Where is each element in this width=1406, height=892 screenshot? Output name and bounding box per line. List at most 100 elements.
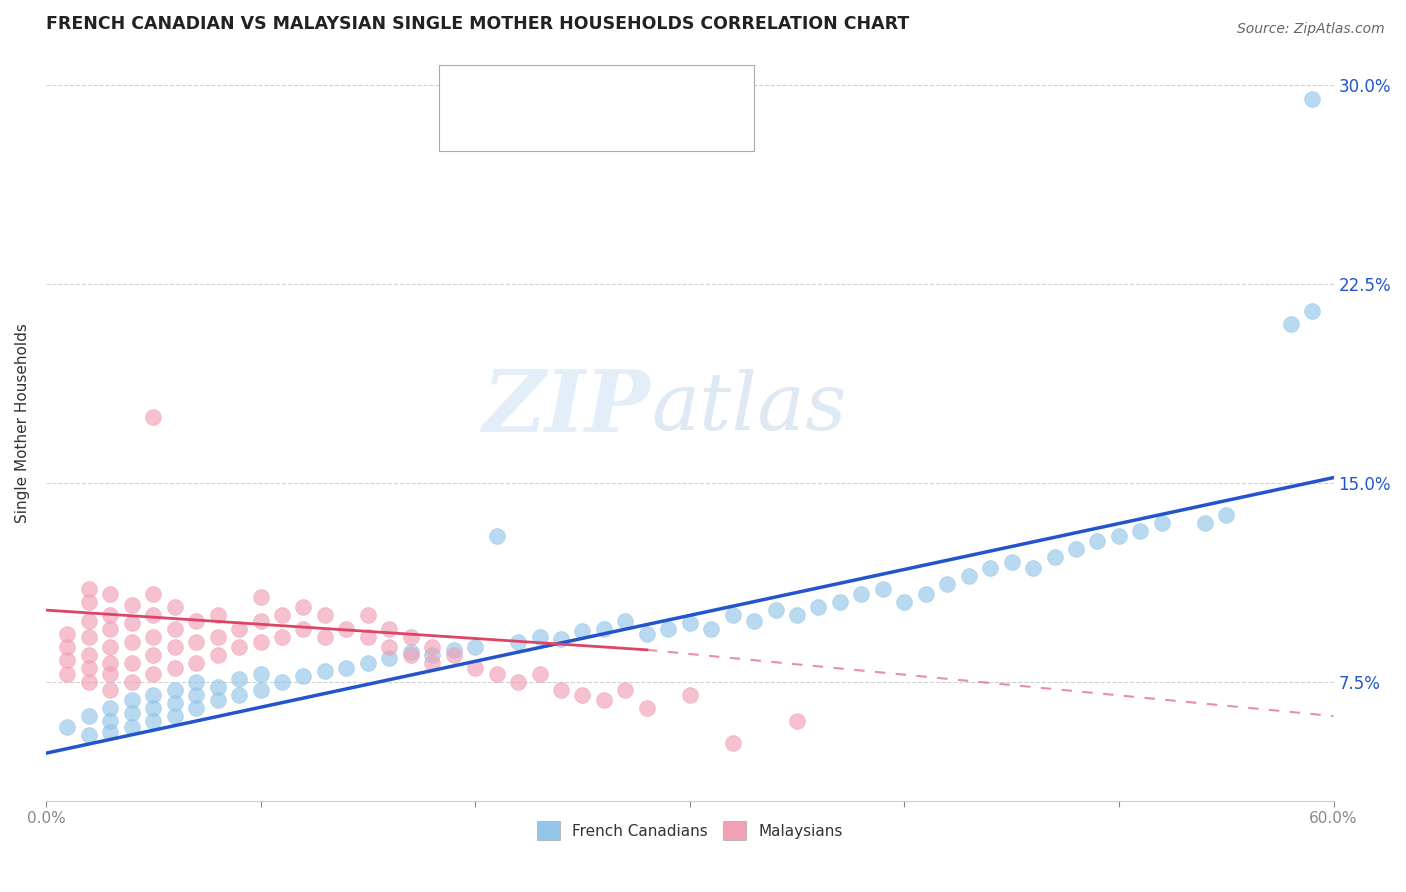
Point	[228, 622, 250, 636]
Y-axis label: Single Mother Households: Single Mother Households	[15, 323, 30, 524]
Point	[98, 640, 121, 655]
Point	[1064, 542, 1087, 557]
Point	[121, 635, 143, 649]
Point	[936, 576, 959, 591]
Point	[228, 640, 250, 655]
Point	[56, 627, 79, 641]
Point	[464, 661, 486, 675]
Point	[207, 693, 229, 707]
Point	[98, 666, 121, 681]
Point	[77, 661, 100, 675]
Point	[121, 616, 143, 631]
Point	[77, 674, 100, 689]
Point	[1301, 303, 1323, 318]
Point	[1108, 529, 1130, 543]
Point	[786, 608, 808, 623]
Point	[142, 688, 165, 702]
Point	[98, 725, 121, 739]
Point	[249, 682, 271, 697]
Point	[872, 582, 894, 596]
Point	[742, 614, 765, 628]
Point	[77, 648, 100, 662]
Point	[550, 682, 572, 697]
Point	[786, 714, 808, 729]
Point	[121, 674, 143, 689]
Point	[485, 529, 508, 543]
Point	[721, 608, 744, 623]
Point	[163, 709, 186, 723]
Point	[399, 645, 422, 659]
Point	[98, 608, 121, 623]
Point	[77, 630, 100, 644]
Point	[443, 643, 465, 657]
Point	[77, 595, 100, 609]
Point	[1087, 534, 1109, 549]
Point	[851, 587, 873, 601]
Point	[186, 635, 208, 649]
Point	[98, 656, 121, 670]
Point	[614, 614, 637, 628]
Point	[207, 630, 229, 644]
Point	[98, 682, 121, 697]
Point	[207, 680, 229, 694]
Point	[1129, 524, 1152, 538]
Text: Source: ZipAtlas.com: Source: ZipAtlas.com	[1237, 22, 1385, 37]
Point	[77, 614, 100, 628]
Point	[679, 688, 702, 702]
Point	[529, 630, 551, 644]
Point	[77, 582, 100, 596]
Point	[163, 682, 186, 697]
Point	[228, 688, 250, 702]
Point	[142, 714, 165, 729]
Point	[357, 630, 380, 644]
Point	[1043, 550, 1066, 565]
Point	[571, 688, 593, 702]
Point	[228, 672, 250, 686]
Point	[893, 595, 915, 609]
Point	[399, 648, 422, 662]
Point	[657, 622, 679, 636]
Point	[142, 666, 165, 681]
Point	[314, 630, 336, 644]
Point	[378, 622, 401, 636]
Point	[98, 622, 121, 636]
Point	[636, 627, 658, 641]
Point	[121, 693, 143, 707]
Point	[550, 632, 572, 647]
Point	[399, 630, 422, 644]
Point	[679, 616, 702, 631]
Point	[186, 701, 208, 715]
Point	[121, 598, 143, 612]
Point	[98, 714, 121, 729]
Point	[207, 648, 229, 662]
Text: ZIP: ZIP	[484, 367, 651, 450]
Point	[249, 614, 271, 628]
Point	[163, 640, 186, 655]
Point	[378, 650, 401, 665]
Point	[142, 409, 165, 424]
Point	[163, 622, 186, 636]
Point	[357, 608, 380, 623]
Point	[335, 622, 357, 636]
Point	[98, 701, 121, 715]
Point	[1001, 555, 1024, 569]
Point	[485, 666, 508, 681]
Point	[420, 640, 443, 655]
Point	[1150, 516, 1173, 530]
Point	[56, 640, 79, 655]
Point	[163, 600, 186, 615]
Point	[571, 624, 593, 639]
Point	[979, 560, 1001, 574]
Point	[142, 587, 165, 601]
Point	[142, 701, 165, 715]
Point	[357, 656, 380, 670]
Point	[593, 693, 616, 707]
Point	[420, 656, 443, 670]
Point	[121, 720, 143, 734]
Point	[98, 587, 121, 601]
Point	[593, 622, 616, 636]
Point	[249, 635, 271, 649]
Point	[1215, 508, 1237, 522]
Point	[1194, 516, 1216, 530]
Point	[529, 666, 551, 681]
